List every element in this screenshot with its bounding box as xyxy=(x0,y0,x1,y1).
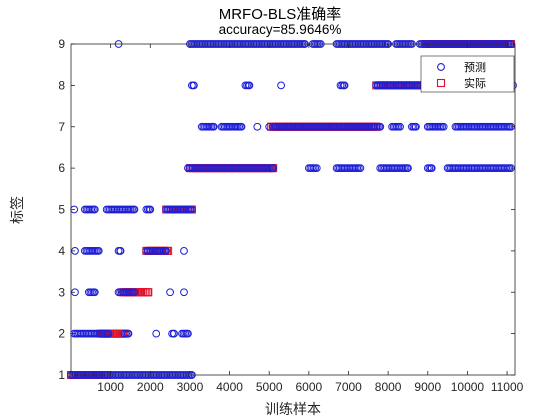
x-tick-label: 1000 xyxy=(97,380,124,394)
x-tick-label: 11000 xyxy=(491,380,524,394)
predicted-point xyxy=(146,205,155,214)
predicted-point xyxy=(277,81,286,90)
predicted-point xyxy=(184,329,192,338)
x-tick-label: 3000 xyxy=(177,380,204,394)
x-axis-label: 训练样本 xyxy=(265,401,321,417)
predicted-point xyxy=(130,205,139,214)
predicted-point xyxy=(104,329,113,338)
predicted-point xyxy=(162,246,171,255)
y-axis-label: 标签 xyxy=(9,196,25,224)
predicted-point xyxy=(94,246,103,255)
legend-predicted-marker xyxy=(437,63,445,71)
x-tick-label: 2000 xyxy=(137,380,164,394)
predicted-point xyxy=(180,288,188,297)
predicted-point xyxy=(130,288,139,297)
chart-title: MRFO-BLS准确率 xyxy=(218,6,342,23)
legend-actual-marker xyxy=(436,78,446,88)
predicted-point xyxy=(237,122,246,131)
predicted-point xyxy=(245,81,254,90)
x-tick-label: 7000 xyxy=(335,380,362,394)
y-tick-label: 8 xyxy=(58,78,65,92)
legend: 预测 实际 xyxy=(420,55,515,93)
predicted-point xyxy=(90,288,99,297)
predicted-point xyxy=(439,122,448,131)
predicted-point xyxy=(376,122,385,131)
x-tick-label: 6000 xyxy=(296,380,323,394)
legend-predicted-label: 预测 xyxy=(464,61,486,74)
y-tick-label: 4 xyxy=(58,244,65,258)
x-tick-label: 4000 xyxy=(216,380,243,394)
predicted-point xyxy=(170,329,178,338)
predicted-point xyxy=(340,81,349,90)
legend-actual-label: 实际 xyxy=(464,76,486,90)
chart-subtitle: accuracy=85.9646% xyxy=(218,22,342,37)
y-tick-label: 2 xyxy=(58,327,65,341)
actual-point xyxy=(144,288,153,297)
x-tick-label: 9000 xyxy=(414,380,441,394)
y-tick-label: 5 xyxy=(58,203,65,217)
predicted-point xyxy=(356,164,365,173)
predicted-point xyxy=(166,288,175,297)
y-tick-label: 9 xyxy=(58,37,65,51)
predicted-point xyxy=(312,164,321,173)
x-tick-label: 8000 xyxy=(375,380,402,394)
y-tick-label: 6 xyxy=(58,161,65,175)
predicted-point xyxy=(188,205,196,214)
predicted-point xyxy=(404,164,412,173)
predicted-point xyxy=(411,122,420,131)
predicted-point xyxy=(427,164,436,173)
predicted-point xyxy=(396,122,404,131)
predicted-point xyxy=(209,122,218,131)
predicted-point xyxy=(116,246,125,255)
predicted-point xyxy=(180,246,188,255)
y-tick-label: 3 xyxy=(58,285,65,299)
x-tick-label: 5000 xyxy=(256,380,283,394)
predicted-point xyxy=(152,329,161,338)
y-tick-label: 1 xyxy=(58,368,65,382)
x-tick-label: 10000 xyxy=(451,380,485,394)
predicted-point xyxy=(90,205,99,214)
actual-point xyxy=(164,246,173,255)
predicted-point xyxy=(269,164,278,173)
tick-group: 1000 2000 3000 4000 5000 6000 7000 8000 9000 1000… xyxy=(58,37,523,394)
predicted-point xyxy=(124,329,133,338)
predicted-point xyxy=(253,122,262,131)
y-tick-label: 7 xyxy=(58,120,65,134)
predicted-point xyxy=(189,81,198,90)
legend-box xyxy=(420,55,515,93)
